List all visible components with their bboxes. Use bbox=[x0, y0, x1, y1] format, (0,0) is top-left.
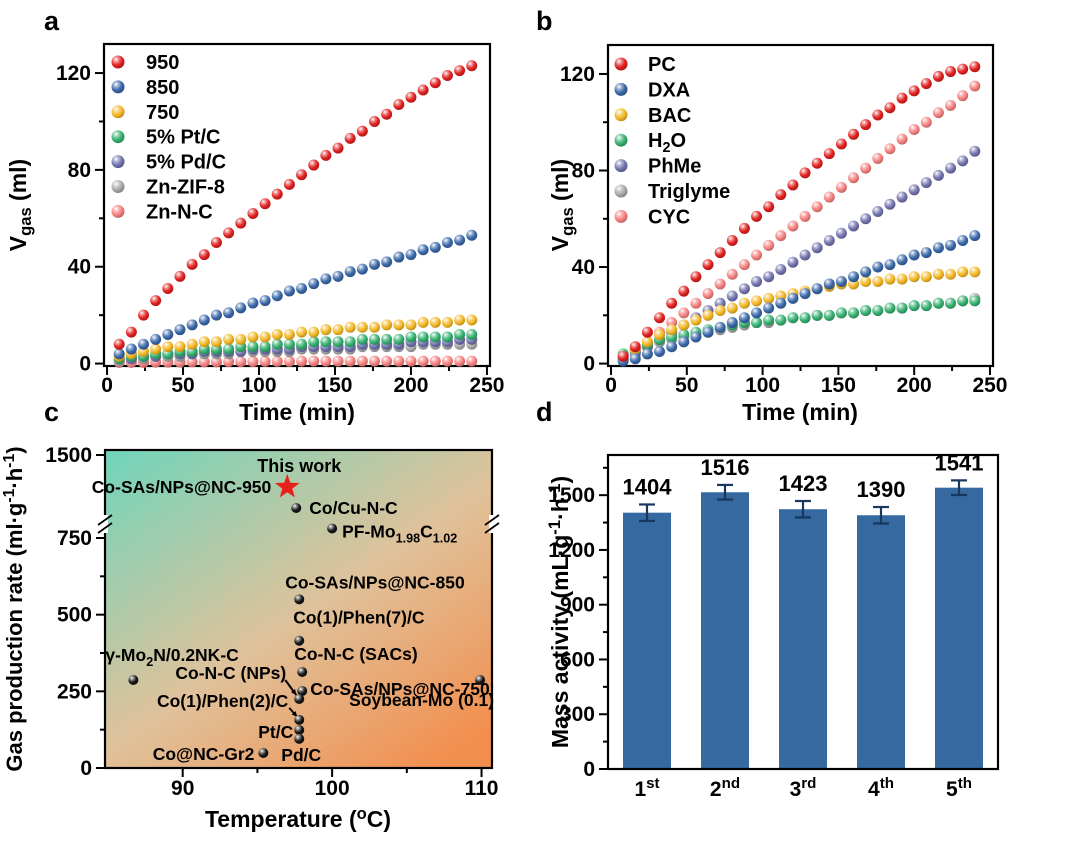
svg-text:150: 150 bbox=[317, 374, 352, 397]
svg-text:80: 80 bbox=[572, 160, 595, 183]
panel-d-chart: 0 300 600 900 1200 1500 1404 1st 1516 2nd 1423 3rd 1… bbox=[545, 450, 1000, 801]
svg-text:1500: 1500 bbox=[45, 444, 92, 467]
panel-c: c 90 100 110 0 250 500 750 1500 Co-SAs/NPs@NC-95… bbox=[0, 395, 540, 851]
svg-text:0: 0 bbox=[79, 353, 91, 376]
svg-text:Co-N-C (NPs): Co-N-C (NPs) bbox=[175, 663, 286, 683]
svg-text:750: 750 bbox=[57, 527, 92, 550]
svg-text:Co/Cu-N-C: Co/Cu-N-C bbox=[309, 498, 398, 518]
svg-text:Vgas (ml): Vgas (ml) bbox=[547, 159, 577, 251]
svg-text:Vgas (ml): Vgas (ml) bbox=[5, 159, 35, 251]
svg-text:250: 250 bbox=[469, 374, 504, 397]
svg-text:50: 50 bbox=[171, 374, 194, 397]
svg-text:1st: 1st bbox=[634, 775, 659, 801]
svg-text:Time (min): Time (min) bbox=[239, 399, 355, 425]
panel-a-chart: 0 50 100 150 200 250 0 40 80 120 950 850 750 5% Pt/C 5… bbox=[5, 42, 504, 425]
svg-text:1200: 1200 bbox=[548, 539, 595, 562]
svg-text:0: 0 bbox=[583, 353, 595, 376]
svg-text:100: 100 bbox=[241, 374, 276, 397]
svg-text:Co-SAs/NPs@NC-750: Co-SAs/NPs@NC-750 bbox=[310, 679, 490, 699]
svg-text:PC: PC bbox=[648, 54, 676, 76]
svg-text:Pd/C: Pd/C bbox=[281, 745, 321, 765]
svg-text:40: 40 bbox=[68, 256, 91, 279]
panel-a-label: a bbox=[44, 6, 60, 36]
svg-text:600: 600 bbox=[560, 648, 595, 671]
svg-text:Co(1)/Phen(2)/C: Co(1)/Phen(2)/C bbox=[157, 691, 289, 711]
svg-text:150: 150 bbox=[821, 374, 856, 397]
svg-text:Time (min): Time (min) bbox=[742, 399, 858, 425]
panel-b: b 0 50 100 150 200 250 0 40 80 120 PC DXA BAC H2O PhMe… bbox=[536, 0, 1080, 425]
svg-text:500: 500 bbox=[57, 604, 92, 627]
panel-b-label: b bbox=[536, 6, 553, 36]
svg-text:100: 100 bbox=[745, 374, 780, 397]
panel-d: d 0 300 600 900 1200 1500 1404 1st 1516 2nd 1423 3r… bbox=[536, 395, 1080, 851]
svg-text:80: 80 bbox=[68, 159, 91, 182]
svg-text:γ-Mo2N/0.2NK-C: γ-Mo2N/0.2NK-C bbox=[105, 645, 239, 669]
svg-text:110: 110 bbox=[465, 777, 499, 800]
svg-text:120: 120 bbox=[56, 62, 91, 85]
svg-text:100: 100 bbox=[315, 777, 350, 800]
svg-text:0: 0 bbox=[583, 758, 595, 781]
panel-a: a 0 50 100 150 200 250 0 40 80 120 950 850 750 5% Pt/… bbox=[0, 0, 540, 425]
svg-text:Soybean-Mo (0.1): Soybean-Mo (0.1) bbox=[349, 690, 494, 710]
svg-text:Zn-ZIF-8: Zn-ZIF-8 bbox=[146, 177, 225, 199]
svg-text:40: 40 bbox=[572, 256, 595, 279]
svg-text:1500: 1500 bbox=[548, 484, 595, 507]
svg-text:2nd: 2nd bbox=[710, 775, 740, 801]
svg-text:Co-N-C (SACs): Co-N-C (SACs) bbox=[294, 644, 417, 664]
svg-text:H2O: H2O bbox=[648, 130, 686, 156]
svg-text:Mass activity (mL·g-1·h-1): Mass activity (mL·g-1·h-1) bbox=[545, 476, 573, 748]
svg-text:5th: 5th bbox=[946, 775, 972, 801]
svg-text:4th: 4th bbox=[868, 775, 894, 801]
svg-text:0: 0 bbox=[605, 374, 617, 397]
svg-text:Zn-N-C: Zn-N-C bbox=[146, 201, 213, 223]
svg-text:Triglyme: Triglyme bbox=[648, 181, 730, 203]
svg-text:90: 90 bbox=[171, 777, 194, 800]
svg-text:5% Pd/C: 5% Pd/C bbox=[146, 152, 226, 174]
svg-text:0: 0 bbox=[80, 757, 92, 780]
panel-c-chart: 90 100 11002505007501500Co-SAs/NPs@NC-950T… bbox=[1, 444, 500, 832]
svg-text:50: 50 bbox=[675, 374, 698, 397]
svg-text:Co@NC-Gr2: Co@NC-Gr2 bbox=[153, 744, 255, 764]
svg-text:CYC: CYC bbox=[648, 206, 690, 228]
svg-text:Pt/C: Pt/C bbox=[258, 722, 293, 742]
panel-c-label: c bbox=[44, 397, 60, 427]
svg-text:1423: 1423 bbox=[779, 471, 828, 496]
svg-text:Co-SAs/NPs@NC-850: Co-SAs/NPs@NC-850 bbox=[285, 572, 465, 592]
svg-text:0: 0 bbox=[101, 374, 113, 397]
svg-text:1516: 1516 bbox=[701, 455, 750, 480]
svg-text:1404: 1404 bbox=[623, 474, 673, 499]
svg-text:200: 200 bbox=[897, 374, 932, 397]
panel-d-label: d bbox=[536, 397, 553, 427]
svg-text:Co(1)/Phen(7)/C: Co(1)/Phen(7)/C bbox=[293, 608, 425, 628]
svg-text:900: 900 bbox=[560, 594, 595, 617]
svg-text:BAC: BAC bbox=[648, 105, 691, 127]
svg-text:250: 250 bbox=[57, 680, 92, 703]
svg-text:DXA: DXA bbox=[648, 79, 690, 101]
svg-text:This work: This work bbox=[257, 456, 342, 476]
svg-text:Temperature (oC): Temperature (oC) bbox=[205, 804, 391, 832]
svg-text:Co-SAs/NPs@NC-950: Co-SAs/NPs@NC-950 bbox=[92, 477, 272, 497]
svg-text:850: 850 bbox=[146, 77, 179, 99]
svg-text:PF-Mo1.98C1.02: PF-Mo1.98C1.02 bbox=[342, 522, 457, 546]
svg-text:5% Pt/C: 5% Pt/C bbox=[146, 127, 220, 149]
svg-text:300: 300 bbox=[560, 703, 595, 726]
svg-text:950: 950 bbox=[146, 52, 179, 74]
svg-text:Gas production rate (ml·g-1·h-: Gas production rate (ml·g-1·h-1) bbox=[1, 446, 27, 771]
svg-text:3rd: 3rd bbox=[790, 775, 817, 801]
svg-text:750: 750 bbox=[146, 102, 179, 124]
svg-text:250: 250 bbox=[972, 374, 1007, 397]
svg-text:PhMe: PhMe bbox=[648, 156, 701, 178]
svg-text:200: 200 bbox=[393, 374, 428, 397]
svg-text:1390: 1390 bbox=[857, 477, 906, 502]
svg-text:120: 120 bbox=[560, 63, 595, 86]
